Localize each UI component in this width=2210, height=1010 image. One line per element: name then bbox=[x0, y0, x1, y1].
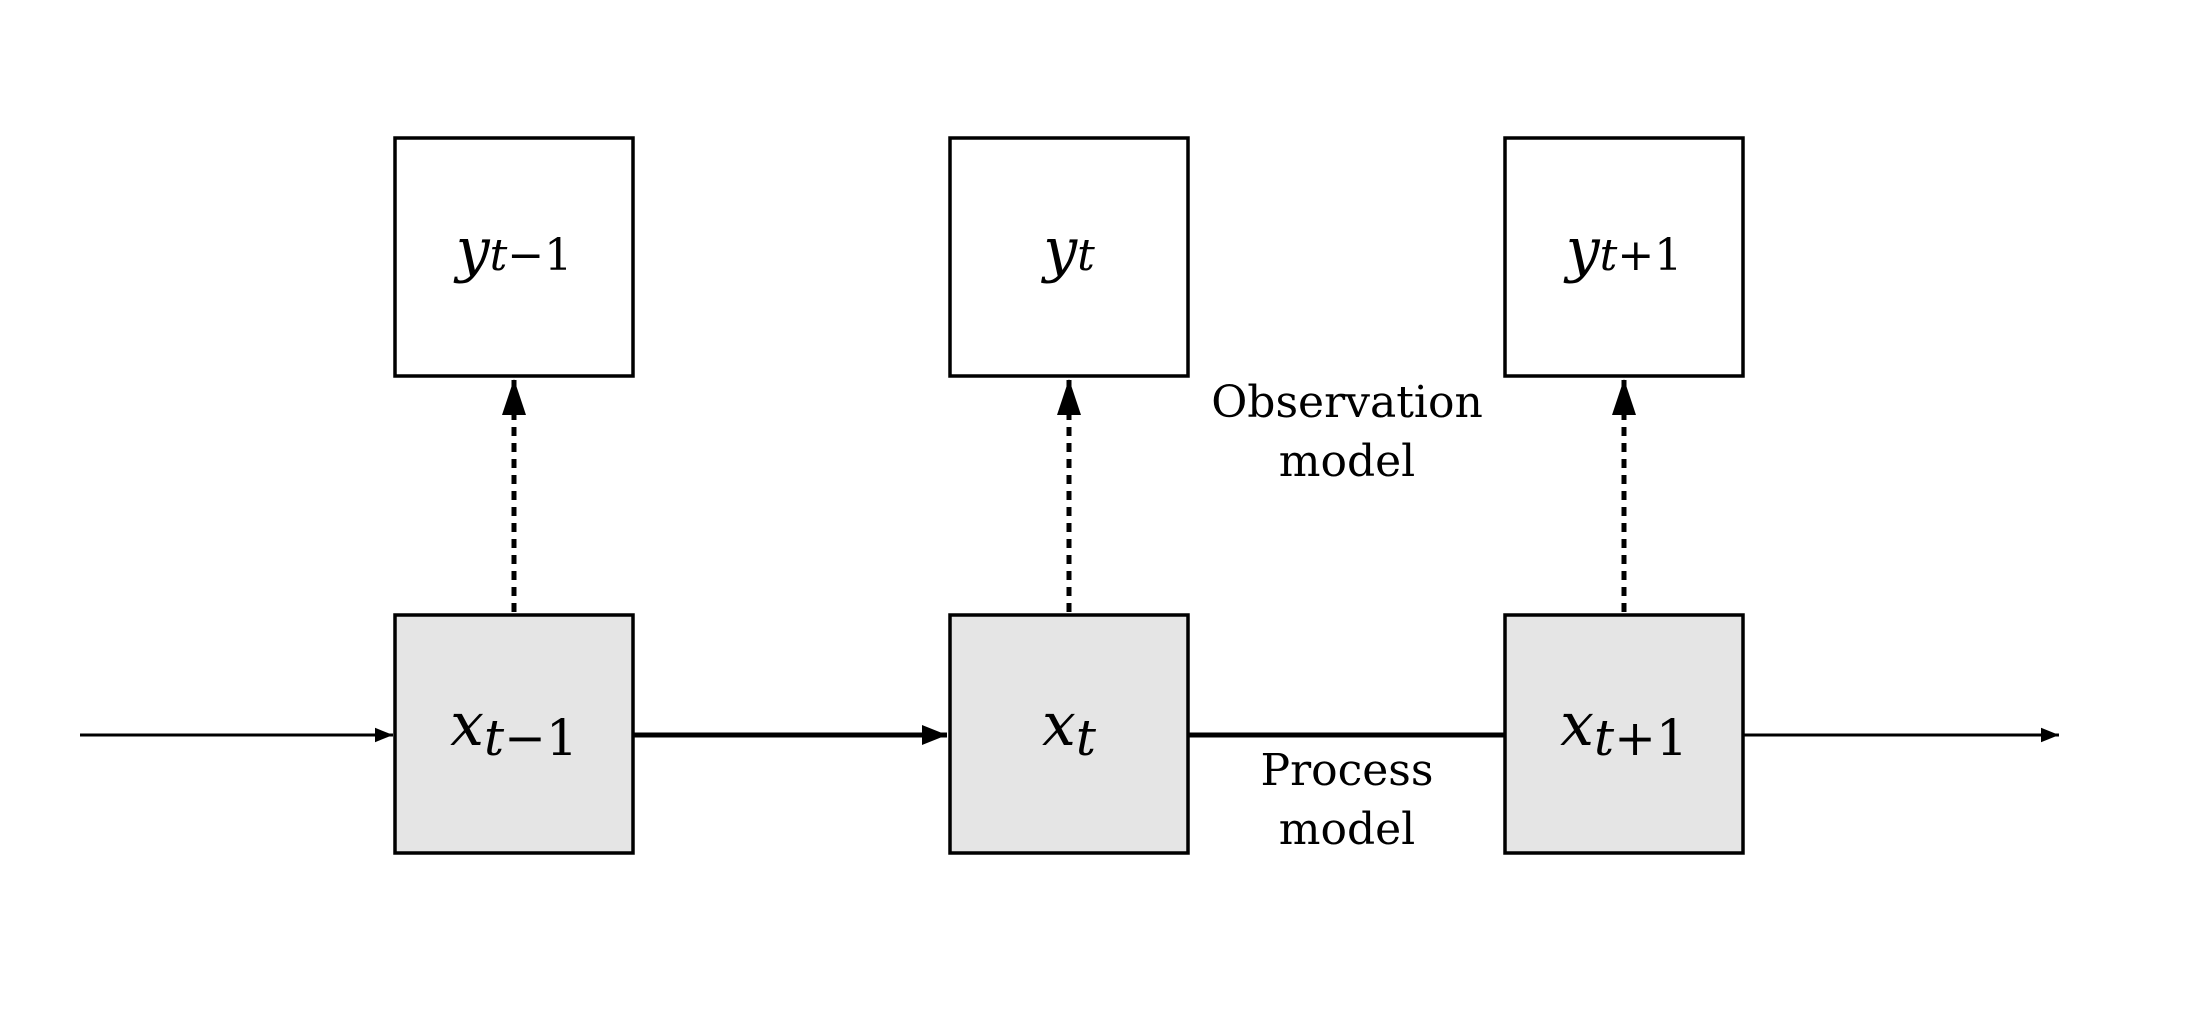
svg-text:xt−1: xt−1 bbox=[450, 690, 578, 767]
state-node-1: xt−1 bbox=[393, 613, 635, 855]
process-label-line-1: Process bbox=[1261, 745, 1434, 796]
observation-label-line-2: model bbox=[1279, 436, 1416, 487]
state-subscript-var: t bbox=[1076, 709, 1097, 767]
observation-arrowhead-1 bbox=[502, 379, 526, 415]
process-label-line-2: model bbox=[1279, 804, 1416, 855]
observation-arrowhead-2 bbox=[1057, 379, 1081, 415]
observation-subscript-var: t bbox=[1600, 230, 1618, 281]
svg-text:xt+1: xt+1 bbox=[1560, 690, 1688, 767]
observation-arrowhead-3 bbox=[1612, 379, 1636, 415]
svg-text:xt: xt bbox=[1042, 690, 1097, 767]
state-subscript-var: t bbox=[1594, 709, 1615, 767]
observation-node-2: yt bbox=[948, 136, 1190, 378]
observation-subscript-var: t bbox=[490, 230, 508, 281]
svg-text:yt: yt bbox=[1040, 215, 1095, 285]
process-model-label: Process model bbox=[1261, 745, 1434, 855]
state-var: x bbox=[1042, 690, 1076, 760]
state-var: x bbox=[1560, 690, 1594, 760]
state-node-2: xt bbox=[948, 613, 1190, 855]
observation-subscript-rest: −1 bbox=[507, 230, 572, 281]
observation-model-label: Observation model bbox=[1211, 377, 1483, 487]
observation-subscript-var: t bbox=[1077, 230, 1095, 281]
observation-var: y bbox=[453, 215, 491, 285]
observation-subscript-rest: +1 bbox=[1617, 230, 1682, 281]
state-node-3: xt+1 bbox=[1503, 613, 1745, 855]
state-subscript-var: t bbox=[484, 709, 505, 767]
observation-node-1: yt−1 bbox=[393, 136, 635, 378]
svg-text:yt−1: yt−1 bbox=[453, 215, 572, 285]
svg-text:yt+1: yt+1 bbox=[1563, 215, 1682, 285]
state-var: x bbox=[450, 690, 484, 760]
observation-var: y bbox=[1040, 215, 1078, 285]
observation-label-line-1: Observation bbox=[1211, 377, 1483, 428]
state-subscript-rest: +1 bbox=[1614, 709, 1688, 767]
observation-node-3: yt+1 bbox=[1503, 136, 1745, 378]
state-subscript-rest: −1 bbox=[504, 709, 578, 767]
observation-var: y bbox=[1563, 215, 1601, 285]
